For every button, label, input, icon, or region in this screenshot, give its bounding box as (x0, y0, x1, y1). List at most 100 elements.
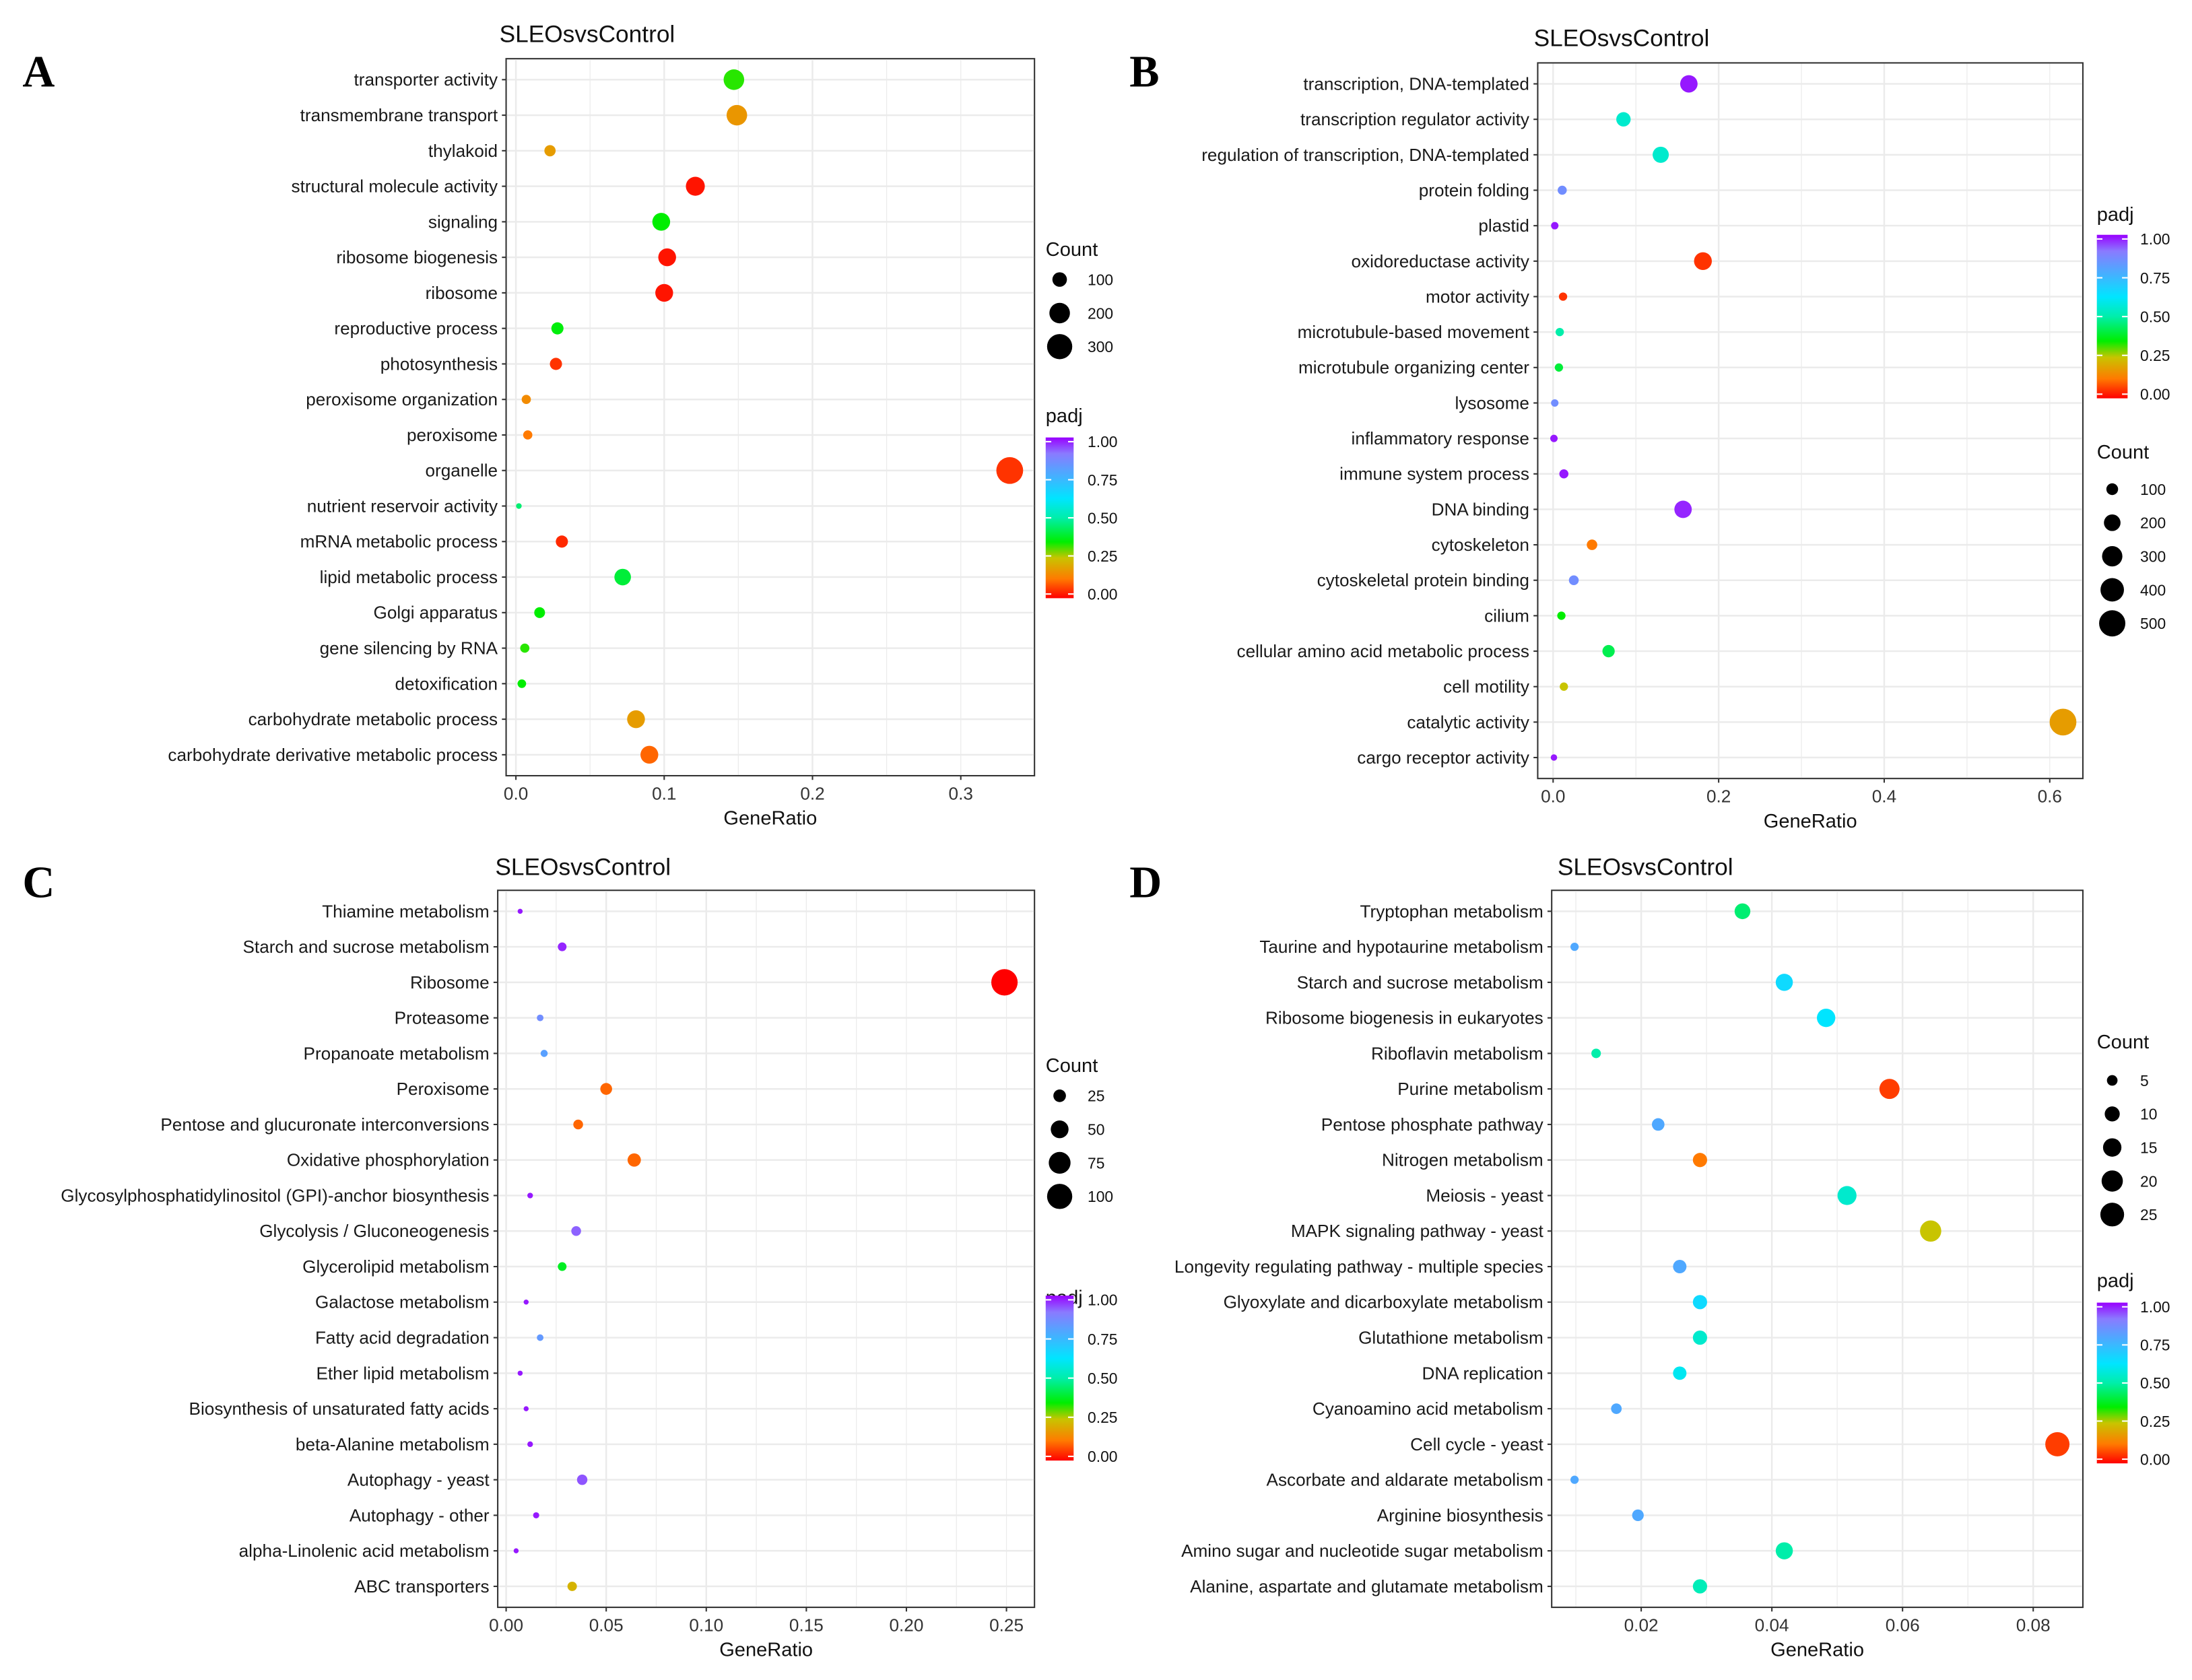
padj-legend-label: 0.50 (2140, 308, 2170, 325)
count-legend-label: 500 (2140, 615, 2166, 632)
data-point (1651, 1118, 1665, 1131)
data-point (726, 104, 748, 126)
y-tick-label: Tryptophan metabolism (1360, 901, 1543, 921)
y-tick-label: cytoskeletal protein binding (1317, 570, 1529, 591)
y-tick-label: ABC transporters (354, 1576, 489, 1597)
x-axis-title: GeneRatio (1764, 811, 1857, 832)
padj-legend-label: 0.25 (1088, 547, 1117, 565)
y-tick-label: protein folding (1419, 180, 1529, 200)
x-tick-label: 0.08 (2016, 1615, 2051, 1635)
y-tick-label: Ribosome (410, 972, 490, 993)
x-tick-label: 0.25 (989, 1615, 1024, 1635)
y-tick-label: Cyanoamino acid metabolism (1313, 1399, 1543, 1419)
count-legend-title: Count (1046, 1055, 1098, 1077)
padj-legend-title: padj (2097, 204, 2134, 226)
y-tick-label: reproductive process (334, 318, 498, 339)
y-tick-label: motor activity (1426, 286, 1530, 306)
y-tick-label: inflammatory response (1352, 428, 1529, 448)
count-legend-label: 100 (1088, 1188, 1113, 1205)
y-tick-label: Autophagy - yeast (347, 1470, 490, 1490)
count-legend-key (1053, 1089, 1066, 1102)
count-legend-label: 200 (1088, 304, 1113, 322)
y-tick-label: gene silencing by RNA (320, 638, 498, 659)
panel-letter: D (1129, 859, 1162, 908)
y-tick-label: DNA binding (1432, 499, 1529, 519)
data-point (1554, 363, 1564, 372)
count-legend-key (2102, 1138, 2122, 1157)
padj-legend-title: padj (2097, 1271, 2134, 1292)
y-tick-label: cell motility (1443, 677, 1530, 697)
y-tick-label: Starch and sucrose metabolism (1297, 972, 1543, 993)
y-tick-label: Glyoxylate and dicarboxylate metabolism (1224, 1292, 1543, 1312)
y-tick-label: Biosynthesis of unsaturated fatty acids (189, 1399, 490, 1419)
data-point (686, 176, 705, 196)
count-legend-key (1047, 1184, 1073, 1209)
padj-legend-label: 0.75 (2140, 269, 2170, 287)
y-tick-label: plastid (1478, 215, 1529, 236)
chart-title: SLEOsvsControl (500, 21, 675, 47)
data-point (1570, 943, 1579, 951)
padj-legend-label: 0.50 (2140, 1374, 2170, 1392)
x-tick-label: 0.00 (489, 1615, 523, 1635)
x-tick-label: 0.4 (1872, 786, 1896, 806)
panel-d: D SLEOsvsControl 0.02 0.04 0.06 0.08 GeneRatio… (1129, 854, 2170, 1660)
panel-letter: B (1129, 48, 1159, 97)
data-point (521, 395, 531, 405)
data-point (723, 69, 745, 90)
y-tick-label: Purine metabolism (1397, 1079, 1543, 1099)
padj-legend-title: padj (1046, 405, 1083, 427)
data-point (567, 1581, 577, 1591)
y-tick-label: Ether lipid metabolism (316, 1363, 489, 1383)
data-point (658, 248, 676, 267)
plot-area (1551, 889, 2084, 1609)
count-legend-label: 75 (1088, 1154, 1104, 1172)
count-legend-title: Count (2097, 442, 2150, 463)
data-point (1555, 327, 1564, 337)
count-legend-label: 100 (1088, 271, 1113, 288)
data-point (516, 503, 522, 509)
panel-c: C SLEOsvsControl 0.00 0.05 0.10 0.15 0.20 0.25 G… (22, 854, 1117, 1660)
padj-legend-label: 1.00 (1088, 433, 1117, 450)
y-tick-label: microtubule organizing center (1298, 358, 1529, 378)
count-legend-label: 100 (2140, 481, 2166, 498)
chart-title: SLEOsvsControl (1534, 25, 1710, 51)
count-legend-label: 50 (1088, 1120, 1104, 1138)
data-point (527, 1441, 533, 1448)
y-tick-label: Glutathione metabolism (1358, 1327, 1543, 1347)
chart-title: SLEOsvsControl (1558, 854, 1733, 880)
padj-legend-label: 0.75 (1088, 471, 1117, 489)
y-tick-label: lipid metabolic process (320, 567, 498, 587)
data-point (517, 908, 523, 914)
y-tick-label: carbohydrate derivative metabolic proces… (168, 745, 498, 765)
x-tick-label: 0.10 (689, 1615, 723, 1635)
data-point (513, 1548, 519, 1553)
count-legend-key (1049, 302, 1070, 324)
x-tick-label: 0.0 (504, 783, 528, 803)
data-point (544, 145, 556, 157)
data-point (1559, 469, 1569, 479)
data-point (537, 1334, 544, 1341)
data-point (1694, 252, 1712, 271)
data-point (1611, 1403, 1622, 1414)
data-point (533, 1512, 539, 1518)
data-point (573, 1119, 583, 1130)
y-tick-label: Glycerolipid metabolism (302, 1256, 489, 1277)
count-legend-title: Count (1046, 239, 1098, 261)
panel-a: A SLEOsvsControl 0.0 0.1 0.2 0.3 GeneRatio tran… (22, 21, 1117, 829)
count-legend-label: 10 (2140, 1106, 2157, 1123)
x-tick-label: 0.06 (1886, 1615, 1920, 1635)
y-tick-label: Proteasome (395, 1008, 490, 1028)
data-point (1837, 1186, 1857, 1205)
x-tick-label: 0.6 (2038, 786, 2062, 806)
y-tick-label: Longevity regulating pathway - multiple … (1174, 1256, 1543, 1277)
data-point (1570, 1475, 1579, 1484)
y-tick-label: transcription, DNA-templated (1303, 73, 1529, 94)
x-tick-label: 0.20 (890, 1615, 924, 1635)
x-tick-label: 0.0 (1541, 786, 1565, 806)
data-point (1557, 611, 1566, 620)
count-legend-key (1049, 1151, 1071, 1174)
y-tick-label: DNA replication (1422, 1363, 1543, 1383)
x-axis-title: GeneRatio (719, 1640, 813, 1661)
count-legend-key (2100, 1203, 2125, 1227)
